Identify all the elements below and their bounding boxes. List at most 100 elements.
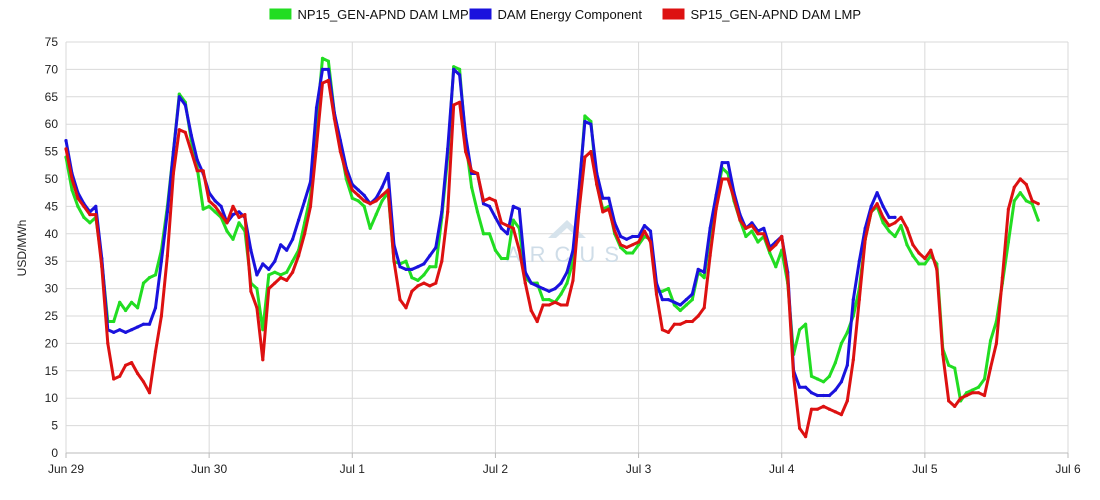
data-point[interactable] (380, 185, 384, 189)
data-point[interactable] (553, 300, 557, 304)
data-point[interactable] (416, 265, 420, 269)
data-point[interactable] (153, 273, 158, 277)
data-point[interactable] (798, 426, 802, 430)
data-point[interactable] (619, 234, 623, 239)
data-point[interactable] (386, 171, 390, 176)
data-point[interactable] (815, 393, 820, 398)
data-point[interactable] (899, 224, 903, 228)
data-point[interactable] (684, 319, 688, 324)
data-point[interactable] (917, 262, 921, 266)
data-point[interactable] (905, 243, 909, 247)
data-point[interactable] (219, 213, 223, 217)
data-point[interactable] (177, 92, 181, 96)
data-point[interactable] (625, 251, 629, 255)
data-point[interactable] (565, 281, 569, 285)
data-point[interactable] (720, 161, 724, 165)
data-point[interactable] (869, 210, 873, 214)
data-point[interactable] (279, 243, 283, 247)
data-point[interactable] (511, 204, 515, 208)
data-point[interactable] (988, 366, 993, 370)
data-point[interactable] (314, 106, 319, 110)
data-point[interactable] (267, 287, 271, 291)
data-point[interactable] (625, 237, 629, 241)
data-point[interactable] (726, 177, 730, 181)
data-point[interactable] (499, 221, 503, 225)
data-point[interactable] (672, 300, 677, 304)
data-point[interactable] (804, 435, 808, 439)
data-point[interactable] (857, 298, 861, 302)
data-point[interactable] (153, 350, 158, 354)
data-point[interactable] (88, 213, 92, 217)
data-point[interactable] (249, 289, 253, 293)
data-point[interactable] (893, 234, 897, 239)
data-point[interactable] (356, 193, 360, 197)
data-point[interactable] (744, 226, 748, 230)
data-point[interactable] (452, 103, 456, 107)
data-point[interactable] (481, 202, 486, 206)
data-point[interactable] (141, 322, 146, 326)
data-point[interactable] (714, 207, 718, 211)
data-point[interactable] (356, 188, 360, 192)
data-point[interactable] (744, 234, 748, 239)
data-point[interactable] (917, 251, 921, 255)
data-point[interactable] (470, 185, 474, 189)
data-point[interactable] (493, 199, 497, 203)
data-point[interactable] (666, 330, 671, 334)
data-point[interactable] (261, 328, 265, 332)
data-point[interactable] (804, 322, 808, 326)
data-point[interactable] (195, 169, 199, 173)
data-point[interactable] (255, 287, 259, 291)
data-point[interactable] (720, 177, 724, 181)
data-point[interactable] (171, 150, 175, 154)
data-point[interactable] (547, 298, 551, 302)
legend-item[interactable]: SP15_GEN-APND DAM LMP (662, 7, 862, 22)
data-point[interactable] (845, 330, 849, 334)
data-point[interactable] (470, 169, 474, 173)
data-point[interactable] (404, 259, 408, 263)
data-point[interactable] (666, 298, 671, 302)
data-point[interactable] (845, 399, 849, 403)
data-point[interactable] (153, 306, 158, 310)
data-point[interactable] (857, 259, 861, 263)
data-point[interactable] (762, 232, 766, 236)
data-point[interactable] (601, 196, 605, 200)
data-point[interactable] (177, 95, 181, 99)
data-point[interactable] (887, 215, 891, 219)
data-point[interactable] (285, 270, 289, 274)
data-point[interactable] (577, 188, 581, 192)
data-point[interactable] (660, 328, 665, 332)
data-point[interactable] (273, 259, 277, 263)
data-point[interactable] (380, 193, 384, 197)
data-point[interactable] (696, 267, 700, 271)
data-point[interactable] (291, 237, 295, 241)
data-point[interactable] (947, 363, 951, 367)
data-point[interactable] (684, 303, 688, 307)
data-point[interactable] (827, 393, 832, 398)
data-point[interactable] (559, 292, 563, 296)
data-point[interactable] (953, 366, 957, 370)
data-point[interactable] (112, 377, 116, 381)
data-point[interactable] (648, 240, 653, 244)
data-point[interactable] (326, 59, 330, 63)
data-point[interactable] (976, 385, 981, 389)
data-point[interactable] (219, 204, 223, 208)
data-point[interactable] (637, 240, 641, 244)
data-point[interactable] (1000, 276, 1005, 280)
data-point[interactable] (308, 204, 313, 208)
data-point[interactable] (112, 330, 116, 334)
data-point[interactable] (768, 248, 772, 252)
data-point[interactable] (231, 204, 235, 208)
data-point[interactable] (911, 254, 915, 258)
data-point[interactable] (660, 289, 665, 293)
data-point[interactable] (493, 215, 497, 219)
data-point[interactable] (171, 171, 175, 176)
data-point[interactable] (207, 204, 211, 208)
data-point[interactable] (434, 265, 438, 269)
data-point[interactable] (410, 267, 414, 271)
data-point[interactable] (714, 193, 718, 197)
legend-item[interactable]: NP15_GEN-APND DAM LMP (269, 7, 469, 22)
data-point[interactable] (881, 204, 885, 208)
data-point[interactable] (577, 210, 581, 214)
data-point[interactable] (88, 221, 92, 225)
data-point[interactable] (130, 361, 134, 365)
